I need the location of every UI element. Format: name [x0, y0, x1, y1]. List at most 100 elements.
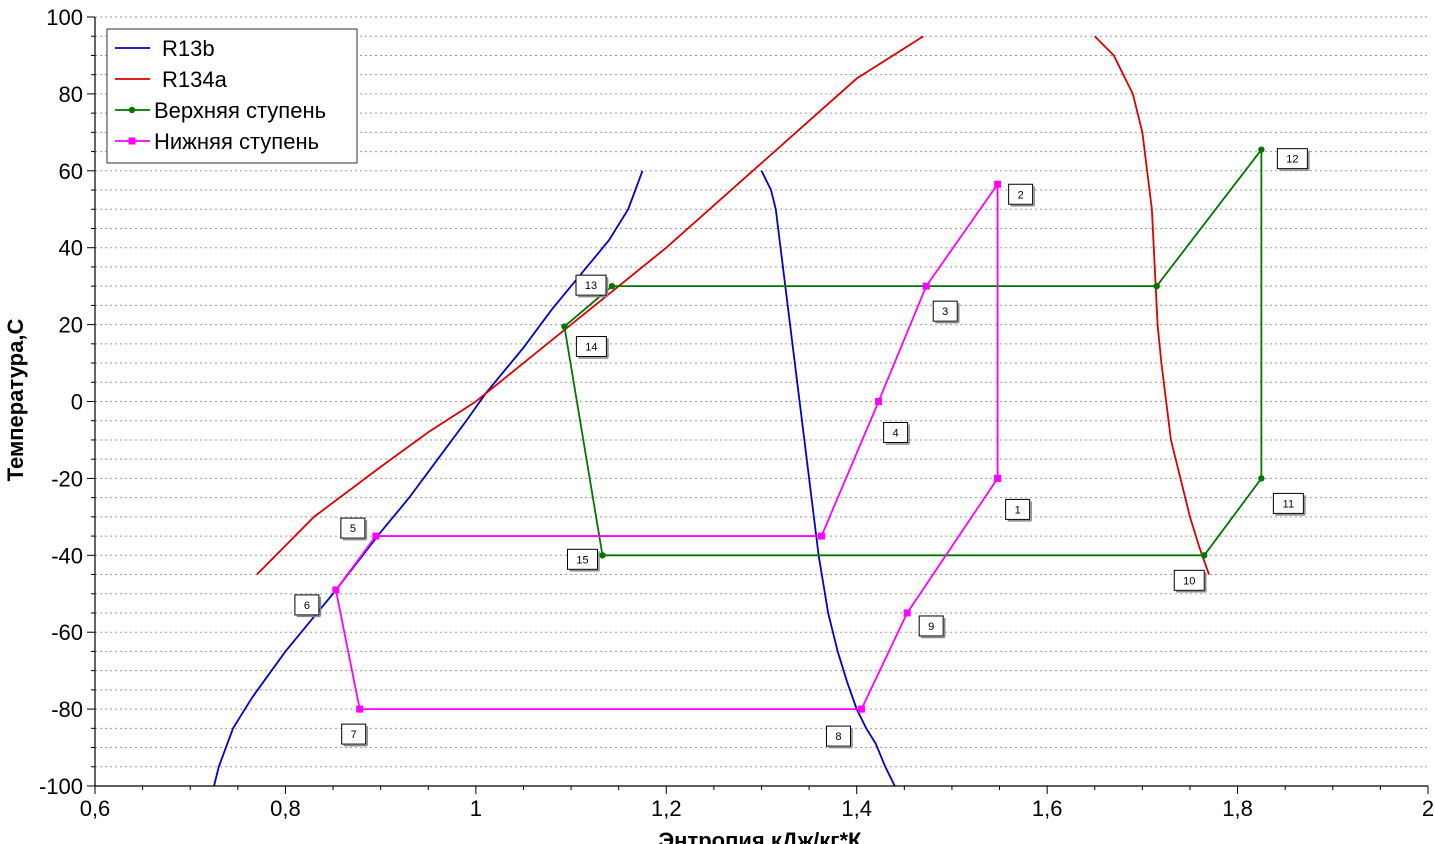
- lower-stage-point: [875, 398, 883, 405]
- point-label-10: 10: [1173, 569, 1207, 593]
- point-label-box: [932, 300, 958, 322]
- grid: [95, 16, 1428, 768]
- legend-label: Нижняя ступень: [154, 129, 319, 154]
- point-label-text: 3: [942, 306, 948, 318]
- point-label-4: 4: [883, 422, 910, 445]
- y-tick-label: 100: [46, 5, 83, 30]
- point-label-8: 8: [825, 725, 853, 749]
- point-label-text: 12: [1286, 154, 1298, 166]
- point-label-9: 9: [918, 615, 946, 639]
- y-tick-label: -40: [51, 543, 83, 568]
- y-tick-label: 0: [71, 390, 83, 415]
- y-tick-label: 20: [59, 313, 83, 338]
- point-label-box: [883, 422, 909, 443]
- point-label-text: 5: [350, 523, 356, 535]
- upper-stage-point: [561, 323, 568, 330]
- point-label-12: 12: [1276, 148, 1310, 171]
- upper-stage-point: [1258, 475, 1265, 482]
- x-tick-label: 1,2: [651, 796, 682, 821]
- point-label-text: 7: [351, 729, 357, 741]
- point-label-box: [575, 274, 607, 296]
- y-axis-title: Температура,С: [3, 319, 28, 482]
- r134a-curve: [256, 35, 924, 576]
- lower-stage-point: [994, 474, 1002, 482]
- point-label-11: 11: [1272, 492, 1306, 516]
- y-tick-label: 40: [59, 236, 83, 261]
- legend-label: Верхняя ступень: [154, 98, 326, 123]
- point-label-text: 14: [585, 342, 597, 354]
- axes: [87, 16, 1429, 794]
- upper-stage-point: [608, 282, 616, 290]
- series-markers: [332, 146, 1265, 713]
- point-label-text: 11: [1283, 498, 1294, 510]
- series-lines: [213, 35, 1263, 786]
- y-tick-label: -80: [51, 697, 83, 722]
- y-tick-label: -100: [39, 774, 83, 799]
- point-label-13: 13: [575, 274, 609, 298]
- point-label-box: [1173, 569, 1205, 591]
- point-label-text: 6: [304, 600, 310, 612]
- lower-stage-point: [857, 705, 865, 713]
- point-label-15: 15: [566, 548, 600, 572]
- legend-item-4: Нижняя ступень: [115, 129, 319, 154]
- point-label-box: [340, 517, 366, 539]
- upper-stage-point: [599, 552, 606, 559]
- point-label-5: 5: [340, 517, 368, 541]
- tick-labels: -100 -80 -60 -40 -20 0 20 40 60 80 100 0,6 0,8 1 1,2 1,…: [39, 5, 1434, 821]
- point-label-6: 6: [294, 594, 322, 618]
- point-label-2: 2: [1008, 183, 1035, 207]
- r13b-curve: [213, 170, 644, 786]
- x-tick-label: 2: [1422, 796, 1434, 821]
- point-label-box: [575, 336, 607, 358]
- legend-marker: [128, 106, 136, 114]
- point-label-box: [1008, 183, 1034, 205]
- lower-stage-point: [903, 609, 911, 617]
- legend: R13b R134a Верхняя ступень Нижняя ступень: [106, 28, 358, 164]
- x-axis-title: Энтропия,кДж/кг*К: [659, 828, 862, 844]
- upper-stage-point: [1201, 552, 1208, 559]
- point-label-box: [341, 723, 367, 745]
- lower-stage-point: [356, 705, 364, 713]
- point-label-3: 3: [932, 300, 960, 324]
- point-label-text: 15: [576, 554, 588, 566]
- x-tick-label: 0,6: [80, 796, 111, 821]
- point-label-box: [1276, 148, 1308, 170]
- x-tick-label: 1,4: [841, 796, 872, 821]
- upper-stage-point: [1153, 282, 1160, 290]
- y-tick-label: -20: [51, 466, 83, 491]
- point-label-text: 10: [1183, 575, 1195, 587]
- point-label-1: 1: [1005, 498, 1032, 522]
- point-label-text: 4: [893, 428, 899, 440]
- r13b-curve: [760, 170, 896, 786]
- x-tick-label: 1,8: [1222, 796, 1253, 821]
- legend-item-1: R13b: [115, 36, 215, 61]
- point-label-7: 7: [341, 723, 368, 747]
- lower-stage-point: [372, 532, 380, 540]
- legend-item-2: R134a: [115, 67, 228, 92]
- legend-label: R13b: [162, 36, 215, 61]
- upper-stage-point: [1258, 146, 1265, 153]
- point-label-box: [1005, 498, 1031, 520]
- y-tick-label: 60: [59, 159, 83, 184]
- y-tick-label: -60: [51, 620, 83, 645]
- y-tick-label: 80: [59, 82, 83, 107]
- x-tick-label: 1,6: [1032, 796, 1063, 821]
- lower-stage-point: [817, 532, 825, 540]
- point-label-text: 2: [1018, 189, 1024, 201]
- upper-stage-cycle-line: [563, 147, 1263, 557]
- point-label-14: 14: [575, 336, 609, 359]
- point-label-box: [566, 548, 598, 570]
- point-label-text: 9: [928, 621, 934, 633]
- lower-stage-point: [994, 180, 1002, 188]
- point-label-text: 13: [585, 280, 597, 292]
- lower-stage-point: [922, 282, 930, 290]
- point-label-box: [825, 725, 851, 747]
- x-tick-label: 0,8: [270, 796, 301, 821]
- point-label-box: [918, 615, 944, 637]
- point-label-box: [1272, 492, 1304, 514]
- lower-stage-cycle-line: [334, 181, 999, 710]
- point-label-text: 1: [1015, 504, 1021, 516]
- legend-item-3: Верхняя ступень: [115, 98, 326, 123]
